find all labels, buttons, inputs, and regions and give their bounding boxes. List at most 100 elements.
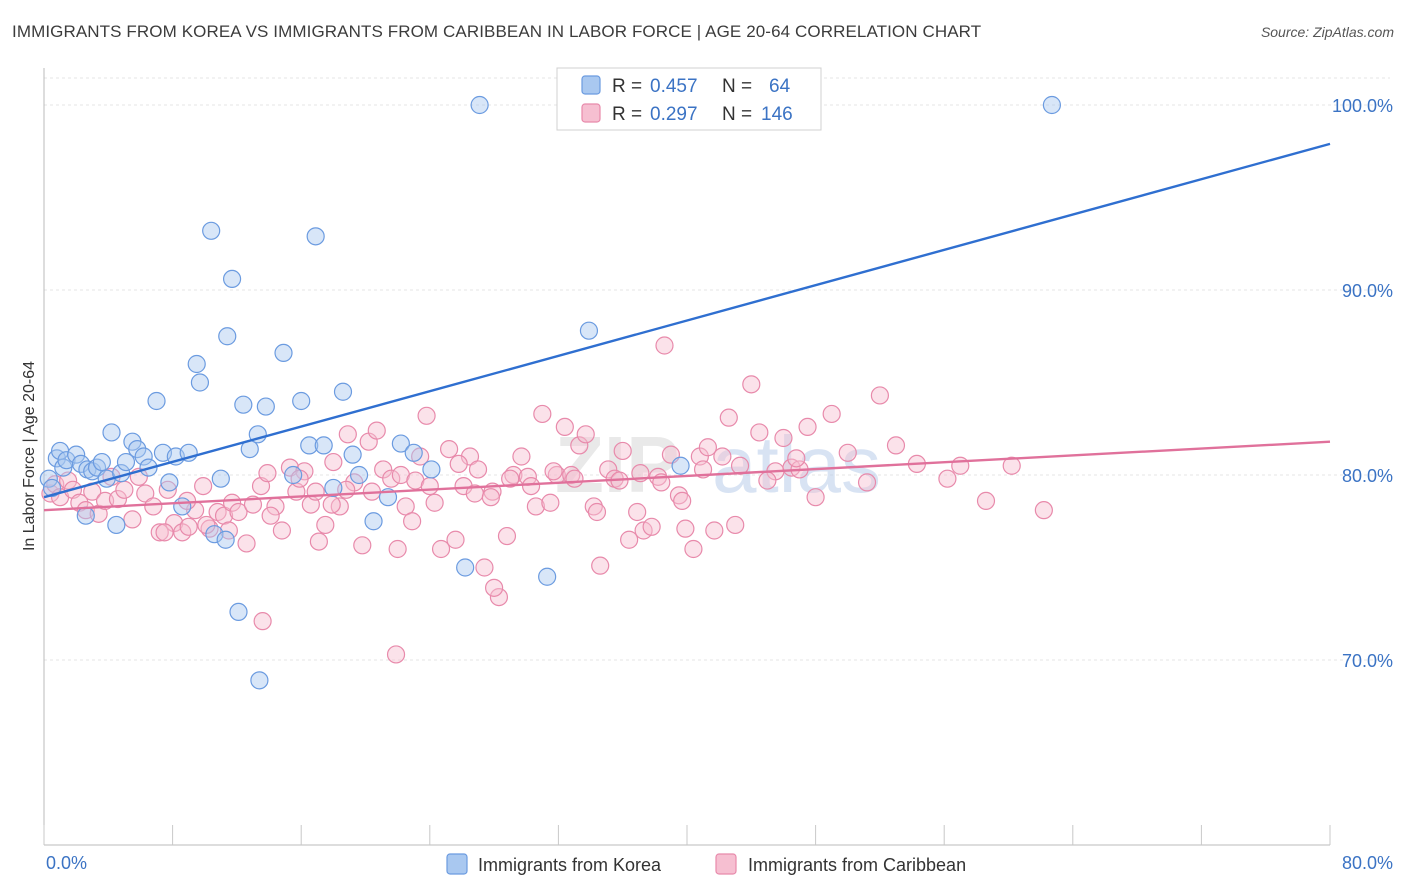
caribbean-point xyxy=(468,460,488,479)
gridlines xyxy=(44,77,1390,661)
caribbean-point xyxy=(417,406,436,425)
korea-point xyxy=(147,391,166,411)
korea-point xyxy=(274,343,293,362)
caribbean-point xyxy=(338,425,357,444)
korea-point xyxy=(234,395,253,414)
korea-point xyxy=(292,391,311,411)
caribbean-point xyxy=(446,530,465,549)
caribbean-point xyxy=(628,502,647,522)
caribbean-point xyxy=(475,558,494,577)
caribbean-point xyxy=(388,539,407,559)
caribbean-point xyxy=(806,488,825,507)
caribbean-point xyxy=(684,539,703,559)
caribbean-point xyxy=(324,452,343,472)
caribbean-point xyxy=(316,515,335,535)
caribbean-point xyxy=(425,493,444,512)
korea-point xyxy=(160,473,179,492)
korea-point xyxy=(324,478,343,498)
korea-point xyxy=(42,478,62,498)
caribbean-point xyxy=(386,645,406,664)
y-tick-label: 70.0% xyxy=(1342,651,1393,671)
caribbean-point xyxy=(237,534,256,553)
caribbean-point xyxy=(261,506,280,525)
korea-point xyxy=(67,445,86,464)
caribbean-point xyxy=(599,460,618,479)
caribbean-point xyxy=(713,447,732,466)
korea-point xyxy=(333,382,353,401)
y-tick-label: 90.0% xyxy=(1342,281,1393,301)
caribbean-point xyxy=(976,491,996,510)
carib-n-label: N = xyxy=(722,104,752,125)
caribbean-point xyxy=(857,473,877,492)
watermark: ZIP atlas xyxy=(555,420,881,509)
x-tick-label-min: 0.0% xyxy=(46,853,87,873)
korea-point xyxy=(456,558,475,577)
caribbean-point xyxy=(719,408,738,427)
korea-point xyxy=(391,434,410,453)
korea-points xyxy=(39,95,1062,690)
korea-trendline xyxy=(43,142,1331,499)
korea-point xyxy=(422,460,441,479)
korea-point xyxy=(306,227,325,246)
caribbean-point xyxy=(150,523,169,542)
y-tick-labels: 70.0% 80.0% 90.0% 100.0% xyxy=(1332,96,1393,671)
caribbean-point xyxy=(460,447,480,466)
korea-point xyxy=(579,321,599,340)
korea-point xyxy=(404,443,423,462)
korea-point xyxy=(284,465,303,485)
korea-r-value: 0.457 xyxy=(650,76,698,97)
korea-point xyxy=(538,567,557,586)
caribbean-point xyxy=(544,462,563,481)
caribbean-point xyxy=(1002,456,1021,475)
caribbean-point xyxy=(481,488,500,507)
korea-point xyxy=(343,445,362,464)
caribbean-point xyxy=(431,539,451,559)
legend-korea-swatch xyxy=(446,853,468,875)
caribbean-swatch xyxy=(581,103,601,123)
caribbean-point xyxy=(179,517,198,536)
korea-point xyxy=(218,327,237,346)
caribbean-point xyxy=(108,489,128,509)
caribbean-point xyxy=(123,510,142,529)
legend-caribbean-swatch xyxy=(715,853,737,875)
korea-point xyxy=(211,469,230,488)
bottom-legend: Immigrants from Korea Immigrants from Ca… xyxy=(446,853,966,875)
caribbean-point xyxy=(742,375,761,394)
caribbean-point xyxy=(512,447,531,466)
caribbean-point xyxy=(489,587,509,607)
caribbean-point xyxy=(886,436,906,455)
korea-point xyxy=(202,221,221,240)
caribbean-point xyxy=(951,456,970,475)
caribbean-point xyxy=(526,497,545,516)
korea-point xyxy=(57,451,76,470)
caribbean-point xyxy=(1034,501,1053,520)
korea-point xyxy=(256,397,275,416)
caribbean-point xyxy=(565,469,584,488)
korea-point xyxy=(173,497,192,516)
y-axis-label: In Labor Force | Age 20-64 xyxy=(21,361,38,551)
caribbean-point xyxy=(655,336,674,355)
caribbean-point xyxy=(576,425,595,444)
caribbean-point xyxy=(353,536,372,555)
caribbean-point xyxy=(870,386,890,405)
chart-title: IMMIGRANTS FROM KOREA VS IMMIGRANTS FROM… xyxy=(12,22,982,41)
korea-point xyxy=(314,436,333,455)
source-credit: Source: ZipAtlas.com xyxy=(1260,24,1394,40)
caribbean-point xyxy=(587,502,607,522)
stats-legend-box xyxy=(556,67,822,131)
korea-point xyxy=(205,525,224,544)
carib-r-value: 0.297 xyxy=(650,104,698,125)
korea-n-value: 64 xyxy=(769,76,791,97)
korea-point xyxy=(76,506,95,525)
caribbean-point xyxy=(420,477,439,496)
trendlines xyxy=(43,142,1331,512)
korea-point xyxy=(128,440,147,459)
watermark-atlas: atlas xyxy=(712,420,881,509)
caribbean-point xyxy=(322,495,341,514)
caribbean-point xyxy=(541,493,560,512)
caribbean-point xyxy=(726,515,745,535)
legend-caribbean-label: Immigrants from Caribbean xyxy=(748,855,966,875)
caribbean-point xyxy=(774,428,793,448)
korea-point xyxy=(216,530,235,549)
caribbean-point xyxy=(521,477,541,496)
